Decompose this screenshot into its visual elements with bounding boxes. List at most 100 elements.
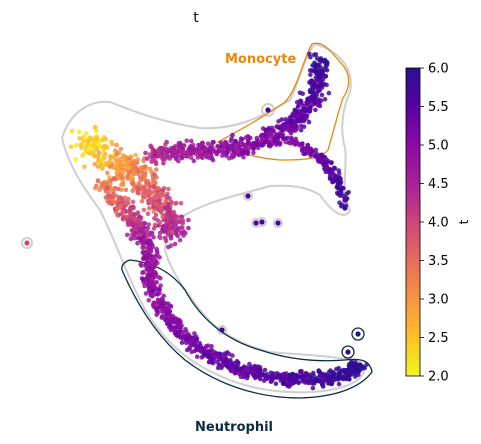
data-point xyxy=(237,371,242,377)
data-point xyxy=(141,234,147,240)
data-point xyxy=(103,195,109,200)
data-point xyxy=(240,141,245,147)
data-point xyxy=(269,378,274,384)
data-point xyxy=(98,158,104,163)
data-point xyxy=(296,380,301,386)
data-point xyxy=(160,188,165,193)
data-point xyxy=(158,276,163,281)
data-point xyxy=(143,261,149,267)
data-point xyxy=(114,207,120,213)
data-point xyxy=(264,372,270,377)
data-point xyxy=(259,133,264,138)
data-point xyxy=(291,378,296,384)
data-point xyxy=(259,219,265,225)
data-point xyxy=(120,170,126,176)
data-point xyxy=(245,193,251,199)
data-point xyxy=(296,103,301,109)
data-point xyxy=(210,157,216,163)
data-point xyxy=(156,186,161,191)
data-point xyxy=(160,302,166,308)
data-point xyxy=(335,185,341,191)
data-point xyxy=(138,218,143,224)
data-point xyxy=(105,170,110,176)
data-point xyxy=(146,298,152,303)
data-point xyxy=(328,368,333,373)
data-point xyxy=(150,149,155,155)
data-point xyxy=(138,237,143,243)
data-point xyxy=(218,140,224,145)
data-point xyxy=(156,149,162,155)
data-point xyxy=(297,90,303,95)
data-point xyxy=(179,230,184,236)
data-point xyxy=(307,68,313,73)
data-point xyxy=(170,325,175,330)
data-point xyxy=(133,166,139,171)
data-point xyxy=(263,131,268,136)
data-point xyxy=(186,217,191,223)
data-point xyxy=(249,364,254,370)
data-point xyxy=(118,195,124,201)
data-point xyxy=(303,373,309,378)
data-point xyxy=(143,254,149,260)
data-point xyxy=(336,365,342,371)
data-point xyxy=(152,300,158,306)
data-point xyxy=(151,255,156,260)
data-point xyxy=(251,150,256,156)
data-point xyxy=(286,123,291,128)
data-point xyxy=(158,235,163,241)
data-point xyxy=(111,176,117,181)
data-point xyxy=(151,189,156,194)
data-point xyxy=(292,120,297,125)
data-point xyxy=(353,360,358,365)
data-point xyxy=(320,382,326,387)
data-point xyxy=(73,156,78,162)
data-point xyxy=(322,97,328,102)
data-point xyxy=(185,347,190,353)
data-point xyxy=(137,226,142,231)
data-point xyxy=(76,129,82,135)
data-point xyxy=(143,150,148,156)
data-point xyxy=(326,375,332,381)
colorbar-tick-label: 3.0 xyxy=(428,293,449,308)
data-point xyxy=(308,146,314,152)
data-point xyxy=(189,335,194,341)
data-point xyxy=(342,205,348,211)
data-point xyxy=(136,186,141,192)
data-point xyxy=(331,371,336,377)
data-point xyxy=(174,231,179,237)
data-point xyxy=(189,138,194,144)
data-point xyxy=(118,204,123,209)
data-point xyxy=(107,200,112,206)
data-point xyxy=(112,186,118,191)
data-point xyxy=(148,143,153,149)
data-point xyxy=(355,331,361,337)
data-point xyxy=(154,246,159,252)
data-point xyxy=(259,138,265,144)
outline-stray-1 xyxy=(21,237,33,249)
data-point xyxy=(157,287,162,292)
data-point xyxy=(166,206,172,212)
data-point xyxy=(215,144,221,149)
colorbar-tick-label: 5.0 xyxy=(428,139,449,154)
data-point xyxy=(94,136,100,142)
data-point xyxy=(147,186,152,192)
data-point xyxy=(164,214,169,220)
colorbar-tick-label: 4.5 xyxy=(428,177,449,192)
population-outline xyxy=(21,42,366,394)
data-point xyxy=(172,241,178,247)
colorbar-tick-label: 3.5 xyxy=(428,254,449,269)
data-point xyxy=(140,165,145,170)
data-point xyxy=(299,374,305,379)
data-point xyxy=(176,158,181,164)
data-point xyxy=(357,362,362,368)
data-point xyxy=(79,145,84,150)
data-point xyxy=(267,142,272,147)
data-point xyxy=(140,245,145,251)
colorbar-tick-label: 4.0 xyxy=(428,216,449,231)
data-point xyxy=(164,311,169,317)
data-point xyxy=(129,220,134,225)
data-point xyxy=(161,149,167,155)
chart-title: t xyxy=(193,10,199,26)
data-point xyxy=(124,199,129,205)
data-point xyxy=(128,236,134,242)
